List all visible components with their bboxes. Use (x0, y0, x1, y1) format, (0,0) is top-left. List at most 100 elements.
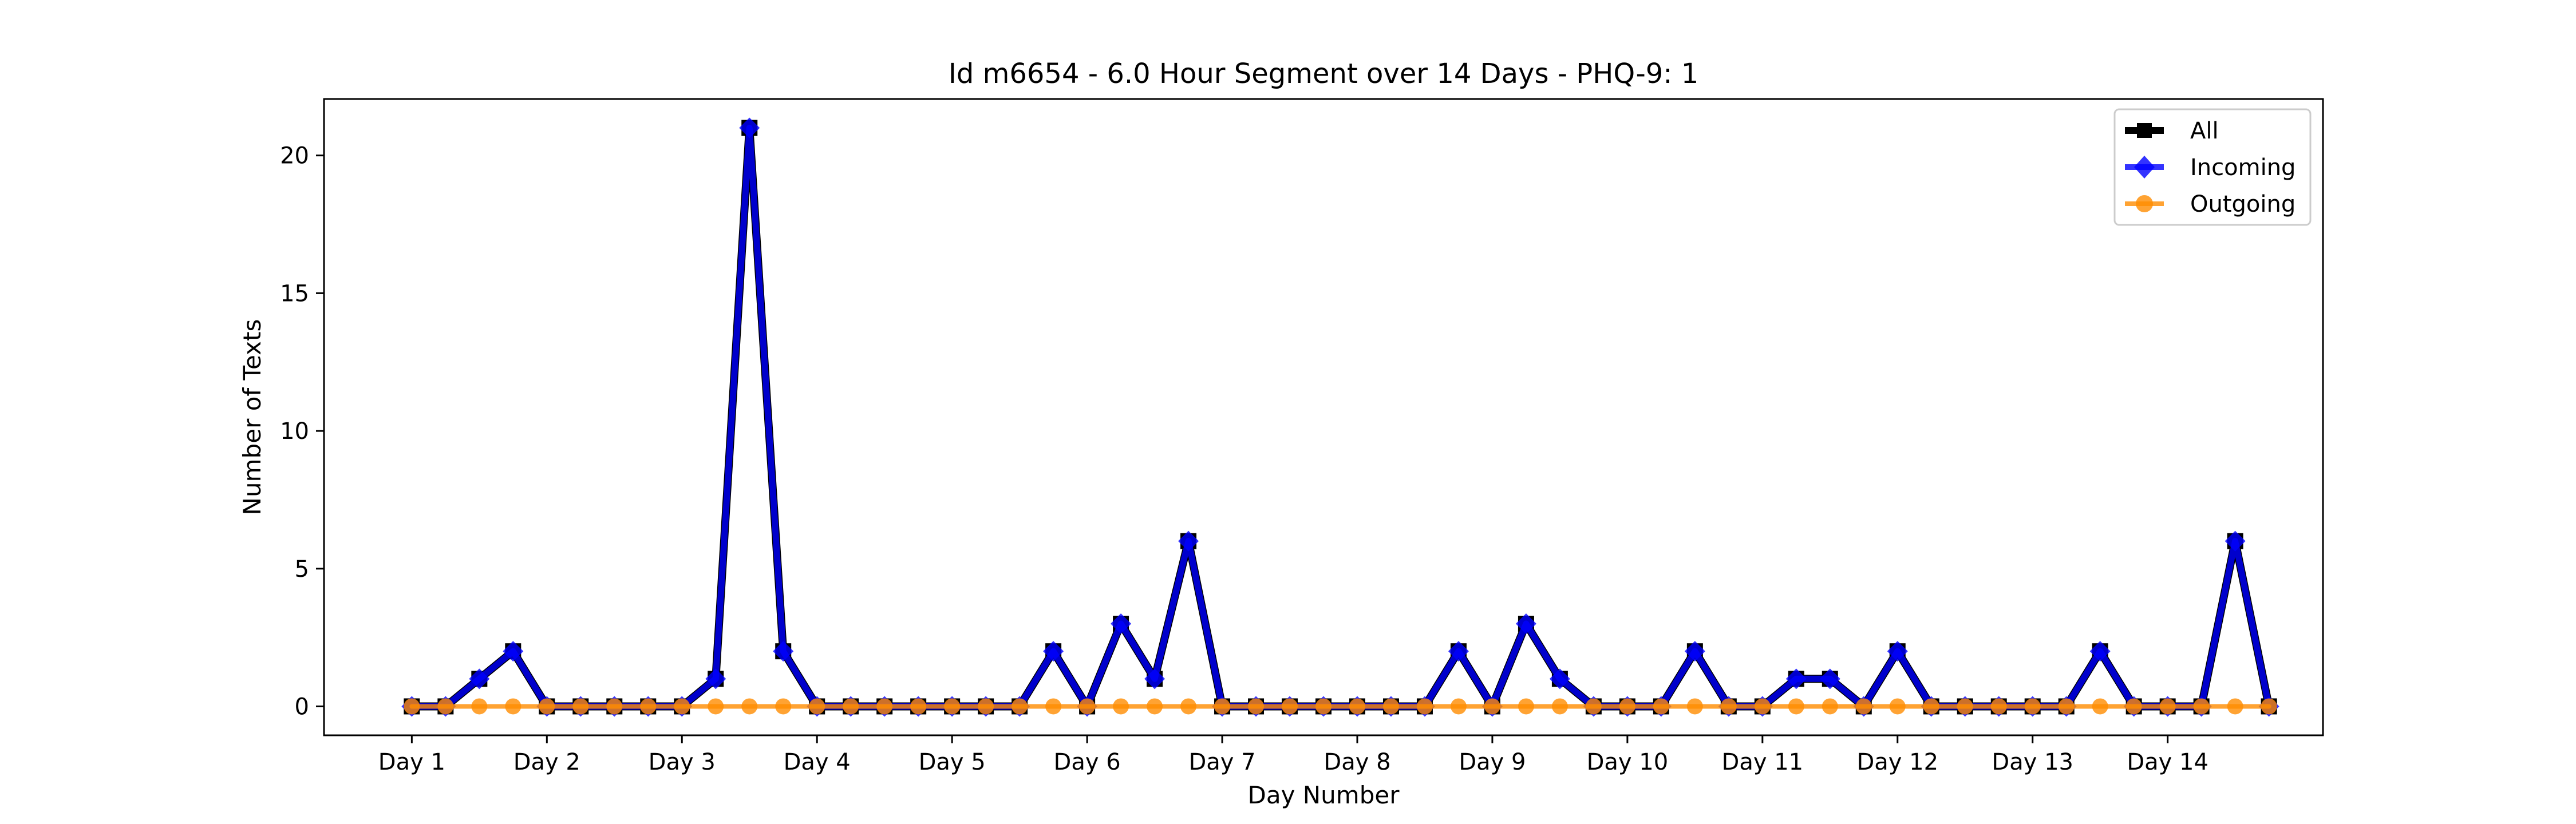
data-point-outgoing (1147, 698, 1163, 715)
data-point-outgoing (2125, 698, 2142, 715)
legend: All Incoming Outgoing (2113, 108, 2312, 226)
data-point-incoming (705, 668, 726, 690)
data-point-outgoing (1484, 698, 1500, 715)
data-point-outgoing (1754, 698, 1771, 715)
legend-marker-all (2137, 123, 2152, 138)
data-point-outgoing (2227, 698, 2243, 715)
data-point-outgoing (674, 698, 690, 715)
data-point-outgoing (1889, 698, 1906, 715)
data-point-outgoing (640, 698, 657, 715)
data-point-outgoing (1349, 698, 1365, 715)
data-point-outgoing (1788, 698, 1804, 715)
x-tick-label: Day 2 (513, 749, 580, 775)
x-tick-label: Day 1 (378, 749, 445, 775)
data-point-outgoing (1416, 698, 1433, 715)
plot-frame (323, 98, 2324, 736)
data-point-outgoing (471, 698, 488, 715)
x-tick-label: Day 13 (1992, 749, 2073, 775)
x-tick-label: Day 12 (1856, 749, 1938, 775)
data-point-outgoing (1079, 698, 1096, 715)
x-tick-label: Day 10 (1587, 749, 1669, 775)
data-point-outgoing (1450, 698, 1467, 715)
data-point-outgoing (1113, 698, 1129, 715)
data-point-outgoing (2058, 698, 2075, 715)
data-point-outgoing (1585, 698, 1602, 715)
x-axis: Day 1 Day 2 Day 3 Day 4 Day 5 Day 6 Day 7 Day 8… (378, 735, 2208, 775)
y-axis-title: Number of Texts (238, 319, 266, 516)
data-point-outgoing (404, 698, 420, 715)
data-point-incoming (1515, 613, 1536, 635)
data-point-incoming (1549, 668, 1570, 690)
x-tick-label: Day 14 (2127, 749, 2208, 775)
data-point-outgoing (1214, 698, 1231, 715)
data-point-outgoing (539, 698, 555, 715)
y-tick-label: 0 (295, 694, 309, 720)
data-point-incoming (469, 668, 490, 690)
data-point-outgoing (1957, 698, 1973, 715)
data-point-outgoing (876, 698, 893, 715)
data-point-outgoing (708, 698, 724, 715)
series-layer (401, 117, 2279, 717)
data-point-outgoing (2024, 698, 2041, 715)
data-point-incoming (1887, 641, 1908, 662)
data-point-incoming (1819, 668, 1840, 690)
data-point-outgoing (2193, 698, 2210, 715)
x-tick-label: Day 6 (1054, 749, 1121, 775)
data-point-outgoing (1686, 698, 1703, 715)
y-tick-label: 5 (295, 556, 309, 583)
data-point-outgoing (1315, 698, 1332, 715)
data-point-outgoing (505, 698, 521, 715)
data-point-outgoing (1518, 698, 1534, 715)
data-point-outgoing (2261, 698, 2277, 715)
data-point-outgoing (1382, 698, 1399, 715)
data-point-outgoing (1923, 698, 1939, 715)
data-point-outgoing (1551, 698, 1568, 715)
data-point-outgoing (2159, 698, 2176, 715)
data-point-incoming (1043, 641, 1064, 662)
data-point-incoming (1144, 668, 1165, 690)
data-point-outgoing (910, 698, 927, 715)
x-tick-label: Day 8 (1323, 749, 1390, 775)
data-point-outgoing (809, 698, 825, 715)
data-point-outgoing (572, 698, 589, 715)
x-tick-label: Day 11 (1722, 749, 1804, 775)
data-point-incoming (1448, 641, 1469, 662)
y-tick-label: 20 (280, 143, 309, 169)
data-point-outgoing (775, 698, 792, 715)
data-point-outgoing (1012, 698, 1028, 715)
legend-label-incoming: Incoming (2190, 154, 2296, 181)
data-point-outgoing (843, 698, 859, 715)
x-tick-label: Day 4 (784, 749, 851, 775)
data-point-incoming (1785, 668, 1807, 690)
legend-box (2113, 108, 2312, 226)
data-point-outgoing (1822, 698, 1838, 715)
data-point-outgoing (944, 698, 961, 715)
data-point-outgoing (1619, 698, 1635, 715)
data-point-incoming (1178, 530, 1199, 552)
data-point-outgoing (1653, 698, 1669, 715)
x-tick-label: Day 7 (1188, 749, 1255, 775)
data-point-outgoing (741, 698, 758, 715)
data-point-incoming (773, 641, 794, 662)
y-tick-label: 15 (280, 280, 309, 307)
data-point-outgoing (1720, 698, 1737, 715)
chart-title: Id m6654 - 6.0 Hour Segment over 14 Days… (949, 58, 1699, 90)
legend-label-outgoing: Outgoing (2190, 191, 2296, 217)
data-point-incoming (1684, 641, 1705, 662)
data-point-incoming (2225, 530, 2246, 552)
legend-marker-outgoing (2136, 195, 2153, 212)
data-point-outgoing (1248, 698, 1265, 715)
data-point-outgoing (437, 698, 454, 715)
data-point-incoming (2089, 641, 2111, 662)
x-tick-label: Day 3 (649, 749, 716, 775)
y-tick-label: 10 (280, 418, 309, 445)
data-point-outgoing (1045, 698, 1062, 715)
y-axis: 0 5 10 15 20 (280, 143, 324, 720)
x-tick-label: Day 9 (1459, 749, 1526, 775)
data-point-incoming (739, 117, 760, 138)
data-point-outgoing (1855, 698, 1872, 715)
data-point-incoming (1111, 613, 1132, 635)
legend-label-all: All (2190, 118, 2219, 144)
data-point-outgoing (978, 698, 994, 715)
